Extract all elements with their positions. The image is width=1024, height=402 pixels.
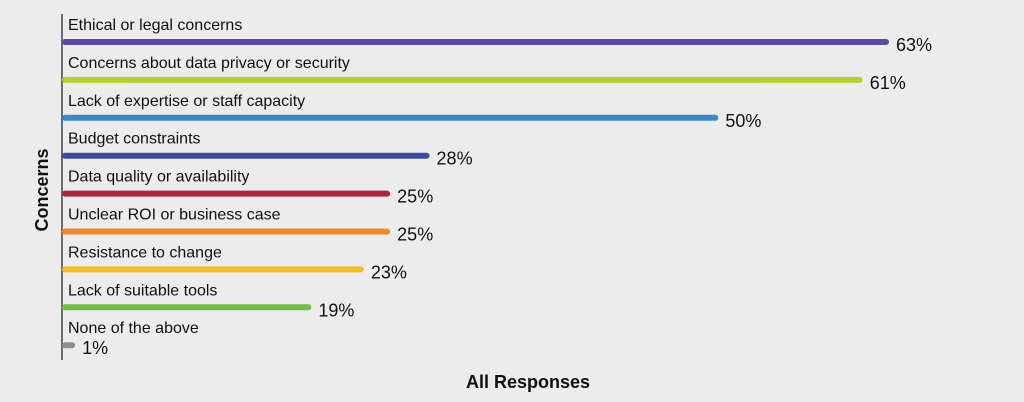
value-label: 25% xyxy=(397,187,433,207)
category-label: Concerns about data privacy or security xyxy=(68,55,350,72)
value-label: 1% xyxy=(82,338,108,358)
bar xyxy=(62,76,863,83)
category-label: Resistance to change xyxy=(68,244,222,261)
bars-group: Ethical or legal concerns 63% Concerns abo… xyxy=(62,17,932,358)
category-label: Lack of expertise or staff capacity xyxy=(68,93,305,110)
x-axis-title: All Responses xyxy=(466,372,590,392)
value-label: 61% xyxy=(870,73,906,93)
bar xyxy=(62,114,719,121)
bar xyxy=(62,266,364,273)
bar xyxy=(62,190,391,197)
value-label: 63% xyxy=(896,35,932,55)
category-label: None of the above xyxy=(68,320,199,337)
y-axis-title: Concerns xyxy=(32,148,52,231)
value-label: 23% xyxy=(371,262,407,282)
bar xyxy=(62,152,430,159)
category-label: Lack of suitable tools xyxy=(68,282,217,299)
bar xyxy=(62,39,889,45)
category-label: Ethical or legal concerns xyxy=(68,17,242,34)
value-label: 28% xyxy=(437,149,473,169)
value-label: 19% xyxy=(318,300,354,320)
bar xyxy=(62,228,391,235)
value-label: 25% xyxy=(397,225,433,245)
bar xyxy=(62,304,312,311)
value-label: 50% xyxy=(725,111,761,131)
bar xyxy=(62,342,76,349)
category-label: Unclear ROI or business case xyxy=(68,207,281,224)
category-label: Budget constraints xyxy=(68,131,201,148)
category-label: Data quality or availability xyxy=(68,169,249,186)
